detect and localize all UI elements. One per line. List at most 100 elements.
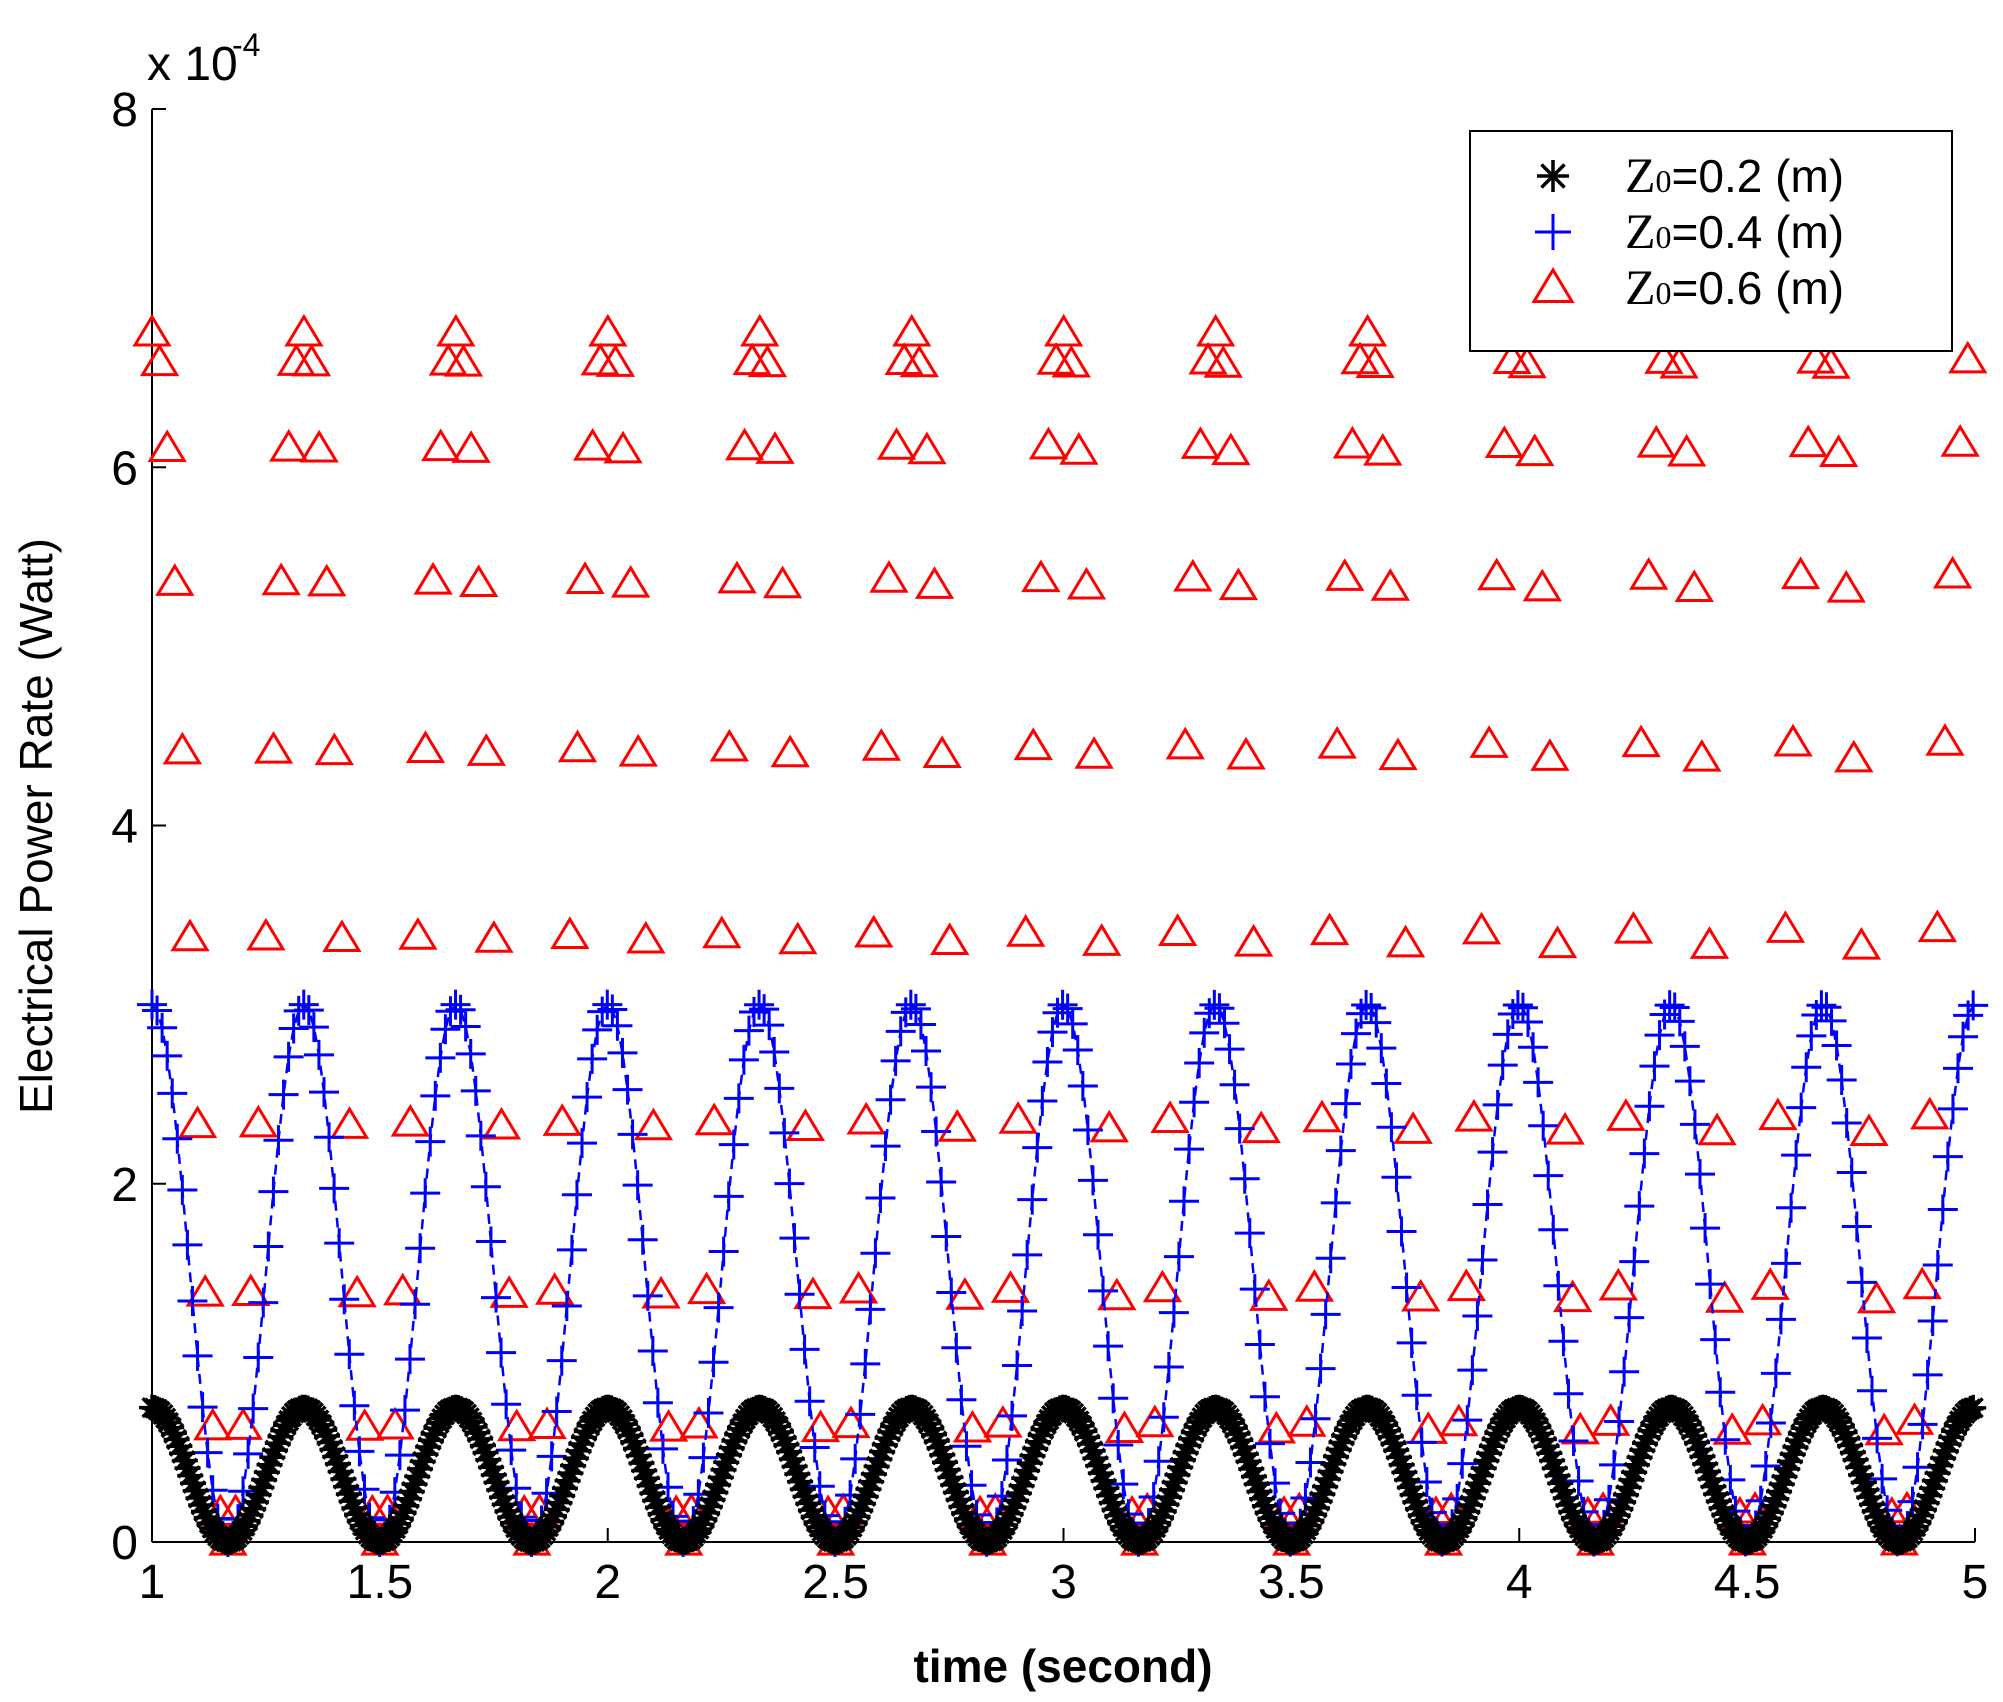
legend-box <box>1469 130 1953 352</box>
data-point-plus <box>1163 1241 1194 1272</box>
data-point-plus <box>1690 1213 1721 1244</box>
data-point-plus <box>1179 1087 1210 1118</box>
data-point-plus <box>491 1389 522 1420</box>
data-point-plus <box>1705 1377 1736 1408</box>
data-point-plus <box>612 1074 643 1105</box>
data-point-triangle <box>1066 566 1107 600</box>
legend-label: Z0=0.6 (m) <box>1625 259 1844 315</box>
data-point-triangle <box>1849 1113 1889 1147</box>
data-point-triangle <box>1082 923 1122 956</box>
data-point-plus <box>273 1041 304 1072</box>
data-point-plus <box>946 1384 977 1415</box>
data-point-triangle <box>740 313 780 347</box>
data-point-plus <box>167 1174 198 1205</box>
data-point-plus <box>384 1440 415 1471</box>
data-point-plus <box>258 1176 289 1207</box>
data-point-plus <box>1386 1216 1417 1247</box>
data-point-plus <box>309 1077 340 1108</box>
data-point-triangle <box>451 430 491 463</box>
data-point-triangle <box>1636 424 1676 458</box>
data-point-plus <box>1700 1324 1731 1355</box>
data-point-plus <box>1533 1160 1564 1191</box>
y-exponent-base: x 10 <box>147 38 238 91</box>
data-point-triangle <box>1613 910 1654 944</box>
data-point-triangle <box>1218 567 1259 601</box>
data-point-triangle <box>436 313 476 347</box>
data-point-triangle <box>990 1270 1031 1303</box>
data-point-triangle <box>1469 725 1509 758</box>
data-point-plus <box>1249 1381 1280 1412</box>
data-point-plus <box>708 1236 739 1267</box>
legend-item: Z0=0.4 (m) <box>1535 203 1844 259</box>
data-point-triangle <box>269 428 309 462</box>
data-point-plus <box>1341 1018 1372 1049</box>
data-point-plus <box>759 1036 790 1067</box>
data-point-triangle <box>1834 739 1874 773</box>
data-point-plus <box>1467 1244 1498 1275</box>
data-point-triangle <box>1355 345 1395 379</box>
data-point-plus <box>142 995 173 1026</box>
data-point-plus <box>1685 1159 1716 1190</box>
data-point-triangle <box>1195 313 1236 347</box>
data-point-plus <box>1750 1451 1781 1482</box>
data-point-plus <box>481 1282 512 1313</box>
data-point-plus <box>268 1079 299 1110</box>
data-point-plus <box>1538 1214 1569 1245</box>
y-tick-label: 6 <box>111 442 138 495</box>
data-point-triangle <box>1750 1267 1790 1300</box>
data-point-plus <box>1017 1184 1048 1215</box>
data-point-plus <box>1821 1030 1852 1061</box>
data-point-plus <box>1315 1243 1346 1274</box>
data-point-triangle <box>846 1101 886 1135</box>
data-point-plus <box>1634 1091 1665 1122</box>
data-point-plus <box>137 989 167 1020</box>
data-point-triangle <box>1142 1269 1183 1303</box>
data-point-plus <box>561 1179 592 1210</box>
data-point-triangle <box>1697 1112 1737 1146</box>
data-point-plus <box>1922 1250 1953 1281</box>
x-tick-label: 5 <box>1962 1556 1989 1609</box>
data-point-plus <box>617 1119 648 1150</box>
data-point-triangle <box>155 563 195 596</box>
data-point-plus <box>1209 1008 1240 1039</box>
data-point-plus <box>1361 1007 1392 1038</box>
x-tick-label: 4 <box>1506 1556 1533 1609</box>
data-point-plus <box>1836 1157 1867 1188</box>
data-point-triangle <box>945 1277 985 1310</box>
data-point-plus <box>754 1010 785 1041</box>
data-point-plus <box>632 1280 663 1311</box>
data-point-plus <box>1022 1132 1053 1163</box>
data-point-triangle <box>709 728 750 762</box>
data-point-triangle <box>1097 1277 1137 1311</box>
data-point-plus <box>1851 1323 1882 1354</box>
data-point-plus <box>1927 1194 1958 1225</box>
data-point-plus <box>445 994 476 1025</box>
data-point-triangle <box>1689 926 1730 959</box>
data-point-plus <box>597 994 628 1025</box>
data-point-triangle <box>535 1272 575 1305</box>
data-point-plus <box>303 1039 334 1070</box>
data-point-plus <box>1189 1017 1220 1048</box>
data-point-plus <box>733 1015 764 1046</box>
legend-item: Z0=0.2 (m) <box>1537 147 1844 203</box>
data-point-plus <box>1153 1352 1184 1383</box>
data-point-plus <box>248 1287 279 1318</box>
data-point-plus <box>344 1436 375 1467</box>
data-point-plus <box>764 1073 795 1104</box>
data-point-plus <box>314 1122 345 1153</box>
data-point-triangle <box>1917 909 1958 943</box>
data-point-plus <box>405 1233 436 1264</box>
data-point-triangle <box>1044 313 1084 347</box>
data-point-plus <box>875 1084 906 1115</box>
data-point-triangle <box>1545 1111 1585 1145</box>
data-point-triangle <box>1302 1099 1342 1133</box>
data-point-triangle <box>337 1274 377 1308</box>
data-point-plus <box>1406 1427 1437 1458</box>
data-point-triangle <box>1758 1097 1798 1131</box>
data-point-plus <box>1012 1239 1043 1270</box>
data-point-plus <box>1857 1375 1888 1406</box>
data-point-plus <box>253 1231 284 1262</box>
data-point-plus <box>1077 1165 1108 1196</box>
data-point-triangle <box>1401 1278 1441 1312</box>
data-point-triangle <box>1788 424 1828 458</box>
